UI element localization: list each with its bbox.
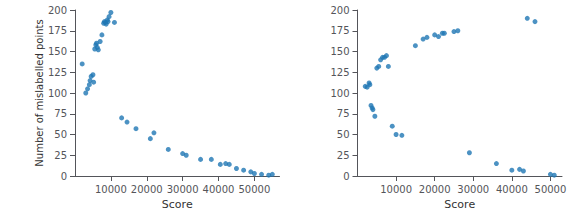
- svg-text:0: 0: [61, 171, 67, 182]
- svg-text:200: 200: [48, 5, 67, 16]
- svg-text:50: 50: [54, 129, 67, 140]
- svg-text:50000: 50000: [238, 184, 270, 195]
- svg-text:100: 100: [330, 88, 349, 99]
- svg-text:Score: Score: [444, 198, 475, 211]
- svg-text:0: 0: [343, 171, 349, 182]
- svg-text:30000: 30000: [457, 184, 489, 195]
- svg-text:175: 175: [330, 25, 349, 36]
- svg-text:50: 50: [337, 129, 350, 140]
- svg-text:20000: 20000: [419, 184, 451, 195]
- svg-text:125: 125: [330, 67, 349, 78]
- svg-text:50000: 50000: [535, 184, 567, 195]
- svg-text:40000: 40000: [203, 184, 235, 195]
- svg-text:100: 100: [48, 88, 67, 99]
- svg-text:75: 75: [337, 108, 350, 119]
- svg-text:125: 125: [48, 67, 67, 78]
- svg-text:150: 150: [48, 46, 67, 57]
- svg-text:40000: 40000: [496, 184, 528, 195]
- svg-text:Score: Score: [162, 198, 193, 211]
- svg-text:Number of mislabelled points: Number of mislabelled points: [34, 19, 45, 166]
- svg-text:150: 150: [330, 46, 349, 57]
- svg-text:10000: 10000: [95, 184, 127, 195]
- svg-text:75: 75: [54, 108, 67, 119]
- svg-text:200: 200: [330, 5, 349, 16]
- svg-text:10000: 10000: [380, 184, 412, 195]
- svg-text:20000: 20000: [131, 184, 163, 195]
- svg-text:30000: 30000: [167, 184, 199, 195]
- svg-text:25: 25: [54, 150, 67, 161]
- svg-text:175: 175: [48, 25, 67, 36]
- svg-text:25: 25: [337, 150, 350, 161]
